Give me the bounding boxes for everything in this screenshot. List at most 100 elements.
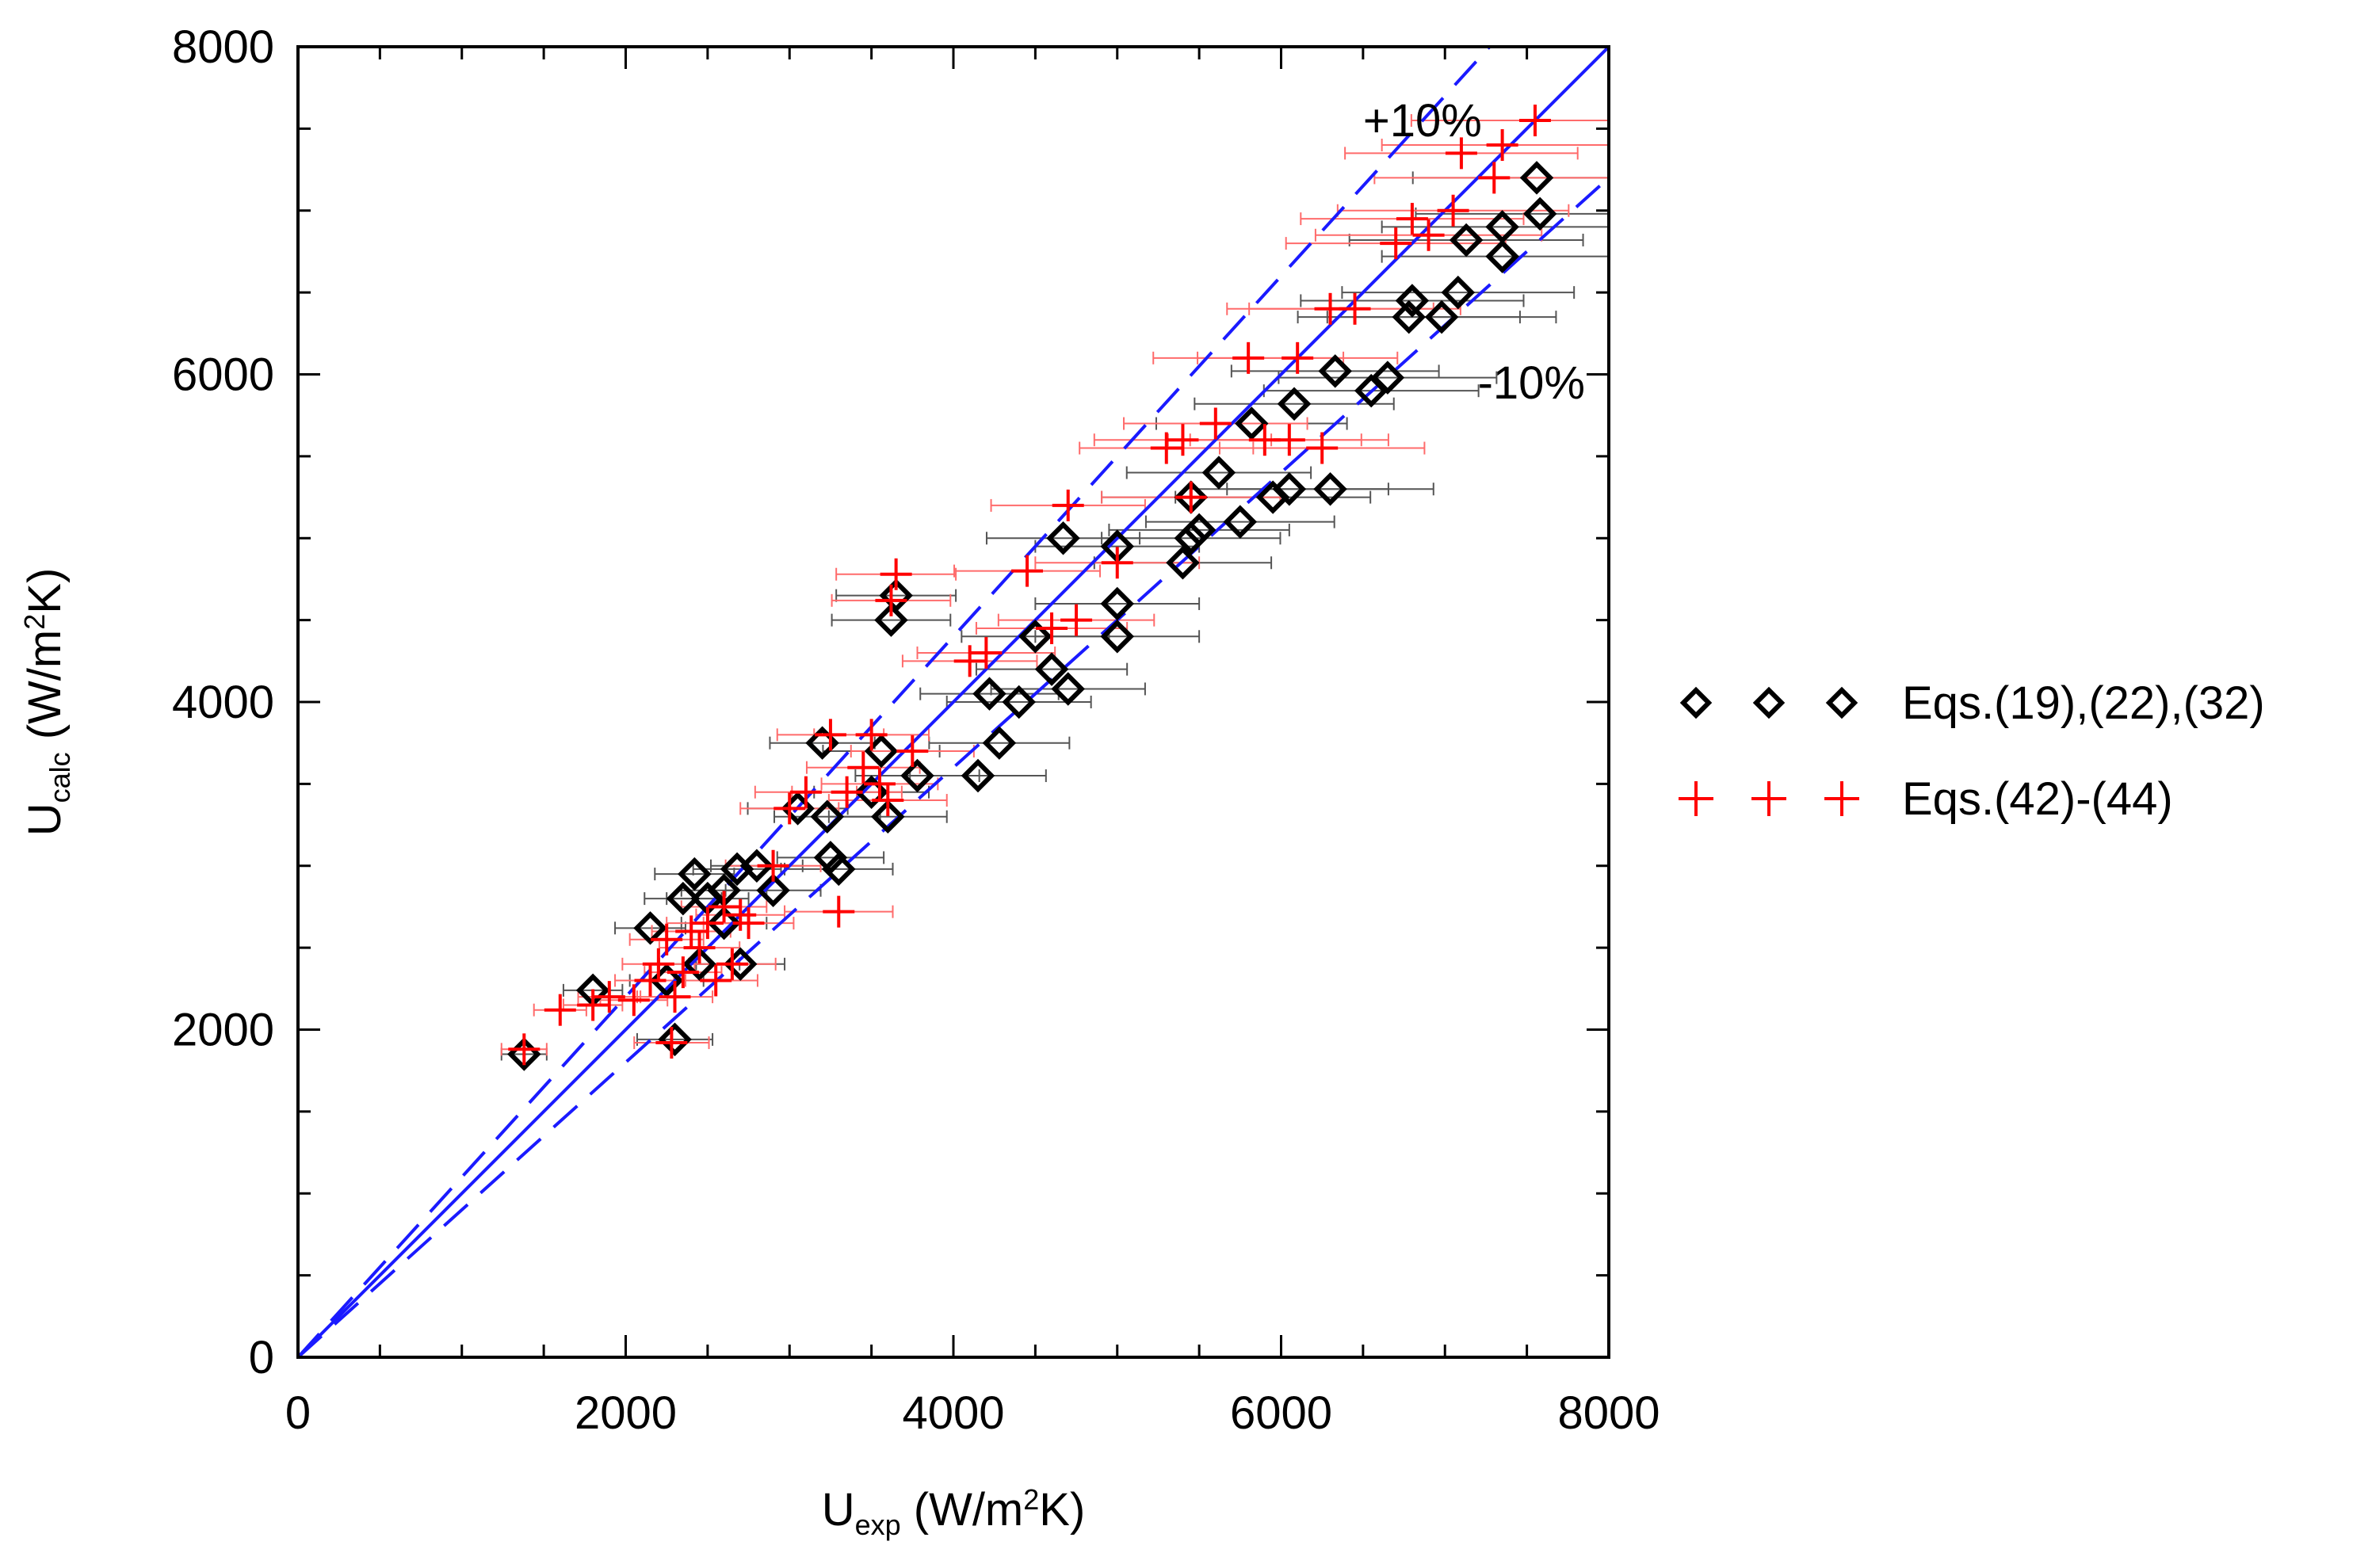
data-point-diamond — [682, 947, 716, 982]
legend-marker-plus — [1751, 781, 1786, 816]
data-point-plus — [757, 849, 789, 882]
data-point-diamond — [739, 849, 774, 883]
data-point-plus — [1486, 129, 1518, 162]
parity-line — [298, 47, 1609, 1357]
y-tick-label: 0 — [249, 1332, 274, 1383]
data-point-plus — [1101, 547, 1133, 579]
legend-marker-plus — [1824, 781, 1859, 816]
data-point-diamond — [1395, 284, 1430, 318]
data-point-plus — [642, 948, 674, 980]
data-point-diamond — [810, 799, 845, 834]
data-point-plus — [855, 719, 888, 751]
data-point-plus — [1150, 432, 1182, 464]
data-point-plus — [1011, 555, 1044, 587]
y-tick-label: 8000 — [172, 21, 274, 73]
data-point-diamond — [678, 856, 712, 891]
data-point-diamond — [1046, 521, 1080, 555]
-10-line — [298, 176, 1609, 1357]
x-tick-label: 4000 — [902, 1387, 1004, 1439]
data-point-plus — [659, 981, 691, 1013]
data-point-diamond — [1201, 456, 1236, 490]
data-point-plus — [1232, 341, 1265, 374]
data-point-plus — [691, 907, 724, 940]
data-point-plus — [508, 1033, 540, 1066]
data-point-diamond — [666, 881, 701, 916]
data-point-plus — [1380, 227, 1412, 260]
legend-marker-diamond — [1825, 686, 1858, 719]
ticks — [296, 45, 1610, 1359]
data-point-plus — [1167, 424, 1199, 456]
data-point-diamond — [1235, 406, 1269, 441]
data-point-plus — [617, 984, 650, 1017]
legend-markers-plus — [1679, 781, 1859, 816]
data-point-diamond — [1424, 299, 1459, 334]
data-point-diamond — [1223, 505, 1258, 539]
data-point-diamond — [871, 799, 905, 834]
data-point-plus — [872, 784, 904, 817]
data-point-plus — [1518, 105, 1551, 137]
tick-labels: 0 2000 4000 6000 8000 0 2000 4000 6000 8000 — [172, 21, 1660, 1439]
data-point-diamond — [756, 873, 790, 908]
data-point-plus — [700, 964, 732, 997]
x-tick-label: 2000 — [575, 1387, 677, 1439]
data-point-plus — [1199, 407, 1232, 440]
reference-lines — [298, 47, 1609, 1357]
data-point-plus — [847, 751, 880, 784]
points-layer — [507, 105, 1557, 1071]
data-point-diamond — [1485, 210, 1519, 244]
data-point-diamond — [1485, 239, 1519, 273]
data-point-plus — [1478, 162, 1511, 194]
data-point-diamond — [1182, 513, 1217, 547]
data-point-diamond — [633, 911, 667, 945]
legend-label-plus: Eqs.(42)-(44) — [1902, 773, 2173, 825]
x-axis-title: Uexp (W/m2K) — [822, 1483, 1086, 1541]
data-point-diamond — [813, 841, 848, 875]
legend-marker-diamond — [1679, 686, 1713, 719]
data-point-plus — [1273, 424, 1305, 456]
data-point-plus — [577, 989, 609, 1021]
data-point-plus — [1339, 292, 1371, 325]
data-point-plus — [716, 948, 748, 980]
y-tick-label: 2000 — [172, 1005, 274, 1056]
data-point-plus — [724, 898, 757, 931]
legend-markers-diamond — [1679, 686, 1858, 719]
data-point-diamond — [1174, 521, 1209, 555]
legend-label-diamonds: Eqs.(19),(22),(32) — [1902, 677, 2265, 729]
data-point-diamond — [1100, 620, 1134, 654]
legend-marker-plus — [1679, 781, 1713, 816]
data-point-plus — [831, 776, 863, 808]
data-point-plus — [896, 735, 929, 768]
data-point-plus — [863, 768, 896, 800]
data-point-plus — [634, 964, 667, 997]
data-point-diamond — [900, 758, 934, 793]
data-point-plus — [683, 932, 716, 964]
data-point-diamond — [1318, 354, 1352, 388]
data-point-diamond — [1519, 161, 1554, 195]
data-point-plus — [1060, 604, 1093, 636]
legend-item-plus: Eqs.(42)-(44) — [1679, 773, 2173, 825]
annotation-label: -10% — [1478, 357, 1585, 409]
data-point-plus — [773, 792, 806, 825]
annotations: +10% -10% — [1363, 95, 1585, 409]
data-point-plus — [814, 719, 846, 751]
data-point-diamond — [1370, 361, 1405, 395]
data-point-plus — [970, 636, 1003, 669]
legend: Eqs.(19),(22),(32) Eqs.(42)-(44) — [1679, 677, 2265, 825]
data-point-diamond — [982, 726, 1017, 760]
data-point-diamond — [1392, 299, 1427, 334]
legend-item-diamonds: Eqs.(19),(22),(32) — [1679, 677, 2265, 729]
data-point-plus — [875, 584, 907, 616]
data-point-diamond — [1166, 546, 1200, 580]
data-point-diamond — [1449, 223, 1484, 258]
data-point-plus — [1412, 219, 1445, 251]
data-point-diamond — [972, 677, 1006, 711]
data-point-diamond — [961, 758, 995, 793]
data-point-plus — [544, 994, 576, 1026]
data-point-plus — [651, 923, 683, 956]
data-point-diamond — [1522, 196, 1557, 231]
data-point-diamond — [1051, 672, 1085, 706]
data-point-plus — [655, 1027, 688, 1059]
data-point-plus — [789, 776, 822, 808]
data-point-plus — [880, 558, 912, 590]
data-point-plus — [1445, 137, 1477, 170]
